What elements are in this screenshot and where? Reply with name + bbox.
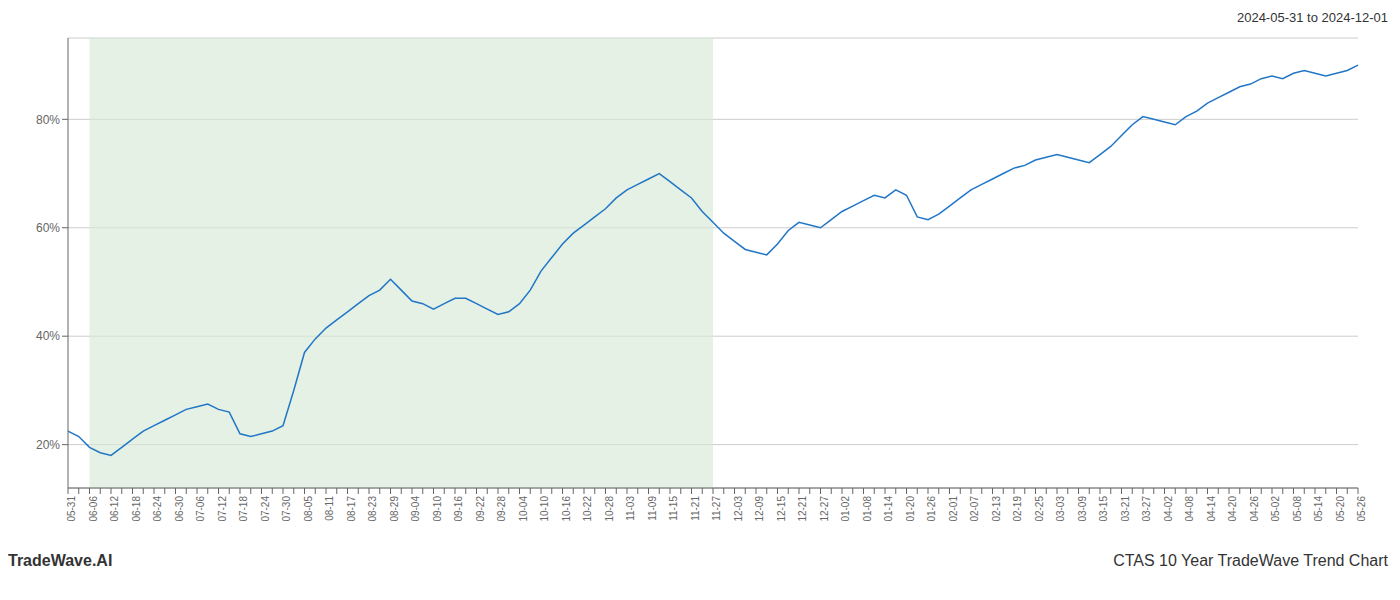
- svg-text:03-15: 03-15: [1098, 496, 1109, 522]
- svg-text:10-16: 10-16: [561, 496, 572, 522]
- svg-text:05-14: 05-14: [1313, 496, 1324, 522]
- svg-text:01-02: 01-02: [840, 496, 851, 522]
- svg-text:01-20: 01-20: [905, 496, 916, 522]
- svg-text:06-18: 06-18: [131, 496, 142, 522]
- svg-text:08-17: 08-17: [346, 496, 357, 522]
- svg-text:02-25: 02-25: [1034, 496, 1045, 522]
- svg-text:80%: 80%: [36, 113, 60, 127]
- svg-text:11-21: 11-21: [690, 496, 701, 521]
- svg-text:02-13: 02-13: [991, 496, 1002, 522]
- svg-text:07-30: 07-30: [281, 496, 292, 522]
- html-text:TradeWave.AI: TradeWave.AI: [8, 552, 113, 569]
- svg-text:03-27: 03-27: [1141, 496, 1152, 522]
- svg-text:10-22: 10-22: [582, 496, 593, 522]
- svg-text:07-18: 07-18: [238, 496, 249, 522]
- svg-text:03-03: 03-03: [1055, 496, 1066, 522]
- svg-text:08-05: 08-05: [303, 496, 314, 522]
- svg-text:12-27: 12-27: [819, 496, 830, 522]
- html-text:2024-05-31 to 2024-12-01: 2024-05-31 to 2024-12-01: [1236, 10, 1388, 25]
- svg-text:01-08: 01-08: [862, 496, 873, 522]
- html-text:CTAS 10 Year TradeWave Trend C: CTAS 10 Year TradeWave Trend Chart: [1113, 552, 1388, 569]
- svg-text:12-15: 12-15: [776, 496, 787, 522]
- svg-text:12-21: 12-21: [797, 496, 808, 522]
- svg-text:07-12: 07-12: [217, 496, 228, 522]
- svg-text:09-04: 09-04: [410, 496, 421, 522]
- svg-text:20%: 20%: [36, 438, 60, 452]
- svg-text:08-11: 08-11: [324, 496, 335, 521]
- svg-text:06-06: 06-06: [88, 496, 99, 522]
- svg-text:01-26: 01-26: [926, 496, 937, 522]
- svg-text:06-24: 06-24: [152, 496, 163, 522]
- svg-text:09-28: 09-28: [496, 496, 507, 522]
- svg-text:04-14: 04-14: [1206, 496, 1217, 522]
- svg-text:02-07: 02-07: [969, 496, 980, 522]
- svg-text:11-03: 11-03: [625, 496, 636, 521]
- svg-text:02-19: 02-19: [1012, 496, 1023, 522]
- svg-text:10-10: 10-10: [539, 496, 550, 522]
- svg-text:05-08: 05-08: [1292, 496, 1303, 522]
- svg-text:09-10: 09-10: [432, 496, 443, 522]
- svg-text:06-12: 06-12: [109, 496, 120, 522]
- svg-text:03-09: 03-09: [1077, 496, 1088, 522]
- svg-text:01-14: 01-14: [883, 496, 894, 522]
- svg-text:06-30: 06-30: [174, 496, 185, 522]
- svg-text:02-01: 02-01: [948, 496, 959, 522]
- svg-text:03-21: 03-21: [1120, 496, 1131, 522]
- svg-text:12-09: 12-09: [754, 496, 765, 522]
- svg-text:05-26: 05-26: [1356, 496, 1367, 522]
- svg-text:08-29: 08-29: [389, 496, 400, 522]
- svg-text:08-23: 08-23: [367, 496, 378, 522]
- svg-text:04-26: 04-26: [1249, 496, 1260, 522]
- svg-text:09-22: 09-22: [475, 496, 486, 522]
- svg-text:07-24: 07-24: [260, 496, 271, 522]
- svg-text:05-31: 05-31: [66, 496, 77, 522]
- svg-text:11-15: 11-15: [668, 496, 679, 521]
- svg-text:04-20: 04-20: [1227, 496, 1238, 522]
- svg-text:05-20: 05-20: [1335, 496, 1346, 522]
- svg-text:10-04: 10-04: [518, 496, 529, 522]
- svg-text:07-06: 07-06: [195, 496, 206, 522]
- svg-text:12-03: 12-03: [733, 496, 744, 522]
- svg-text:11-09: 11-09: [647, 496, 658, 521]
- svg-text:04-02: 04-02: [1163, 496, 1174, 522]
- svg-text:60%: 60%: [36, 221, 60, 235]
- svg-text:40%: 40%: [36, 329, 60, 343]
- svg-text:04-08: 04-08: [1184, 496, 1195, 522]
- svg-text:09-16: 09-16: [453, 496, 464, 522]
- svg-text:11-27: 11-27: [711, 496, 722, 521]
- svg-text:10-28: 10-28: [604, 496, 615, 522]
- svg-text:05-02: 05-02: [1270, 496, 1281, 522]
